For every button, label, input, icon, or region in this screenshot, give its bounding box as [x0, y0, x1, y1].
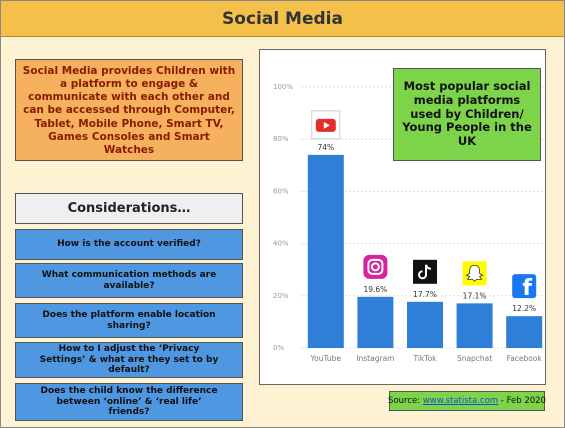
y-tick-label: 80%: [273, 135, 289, 143]
value-label: 74%: [317, 143, 334, 152]
platform-icon: [413, 259, 437, 284]
x-tick-label: YouTube: [310, 354, 342, 363]
bar: [407, 301, 443, 348]
consideration: What communication methods are available…: [15, 263, 243, 298]
source: Source: www.statista.com - Feb 2020: [388, 391, 546, 411]
platform-icon: [462, 261, 487, 286]
y-tick-label: 20%: [273, 292, 289, 300]
consideration: How is the account verified?: [15, 229, 243, 260]
y-tick-label: 40%: [273, 240, 289, 248]
considerations-heading: Considerations…: [15, 193, 243, 224]
icon-shape: [465, 264, 484, 282]
platform-icon: [363, 254, 388, 279]
y-tick-label: 100%: [273, 83, 293, 91]
source-suffix: - Feb 2020: [498, 396, 546, 406]
icon-shape: [363, 254, 388, 279]
platform-icon: f: [512, 274, 537, 301]
platform-icon: [311, 110, 341, 140]
consideration: How to I adjust the ‘Privacy Settings’ &…: [15, 342, 243, 378]
icon-shape: [323, 121, 330, 129]
consideration: Does the child know the difference betwe…: [15, 383, 243, 421]
x-tick-label: Facebook: [507, 354, 543, 363]
y-tick-label: 60%: [273, 187, 289, 195]
icon-shape: f: [522, 276, 532, 301]
bar: [357, 296, 394, 348]
icon-shape: [370, 262, 380, 272]
bar: [506, 316, 543, 348]
bar: [456, 303, 493, 348]
x-tick-label: Instagram: [356, 354, 394, 363]
bar: [307, 154, 344, 348]
icon-shape: [418, 264, 432, 280]
icon-shape: [512, 274, 537, 299]
intro-box: Social Media provides Children with a pl…: [15, 59, 243, 161]
value-label: 17.7%: [413, 290, 437, 299]
icon-shape: [367, 258, 384, 275]
value-label: 19.6%: [363, 285, 387, 294]
y-tick-label: 0%: [273, 344, 284, 352]
source-link[interactable]: www.statista.com: [422, 396, 499, 406]
source-prefix: Source:: [388, 396, 423, 406]
consideration: Does the platform enable location sharin…: [15, 303, 243, 338]
x-tick-label: TikTok: [412, 354, 437, 363]
value-label: 17.1%: [463, 291, 487, 300]
value-label: 12.2%: [512, 304, 536, 313]
x-tick-label: Snapchat: [457, 354, 492, 363]
chart-annotation: Most popular social media platforms used…: [393, 68, 541, 161]
slide-title: Social Media: [1, 1, 564, 37]
